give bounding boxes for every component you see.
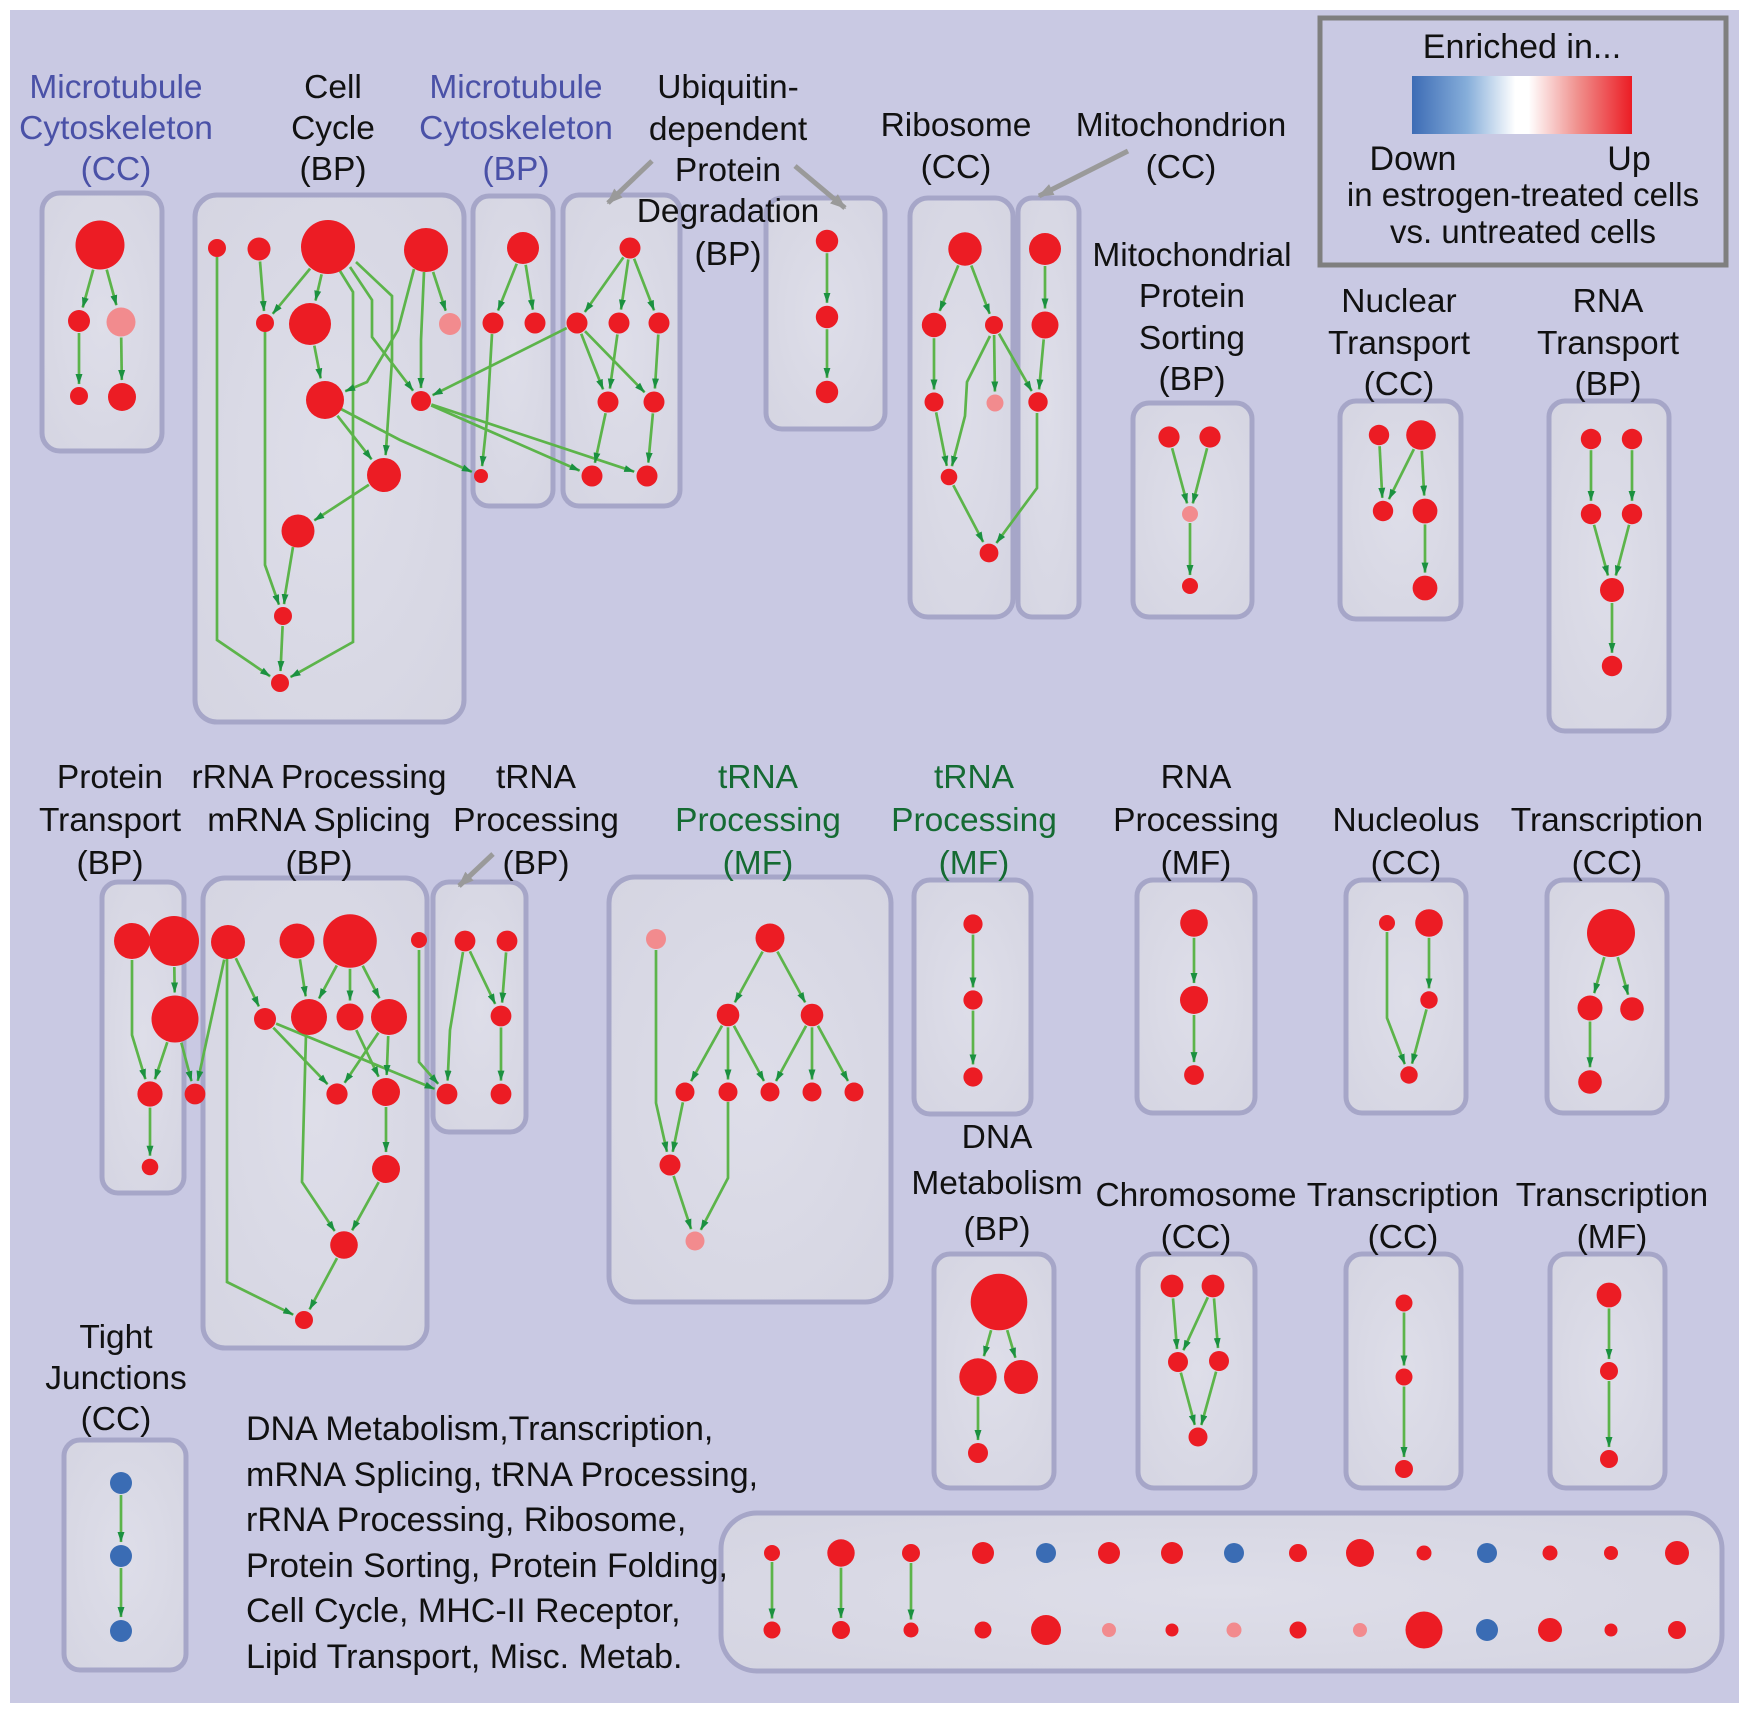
svg-text:tRNA: tRNA xyxy=(496,759,577,796)
svg-text:(BP): (BP) xyxy=(964,1211,1031,1248)
svg-text:(CC): (CC) xyxy=(81,1401,152,1438)
svg-text:Transport: Transport xyxy=(1537,325,1680,362)
svg-text:Protein: Protein xyxy=(1139,278,1245,315)
svg-text:(BP): (BP) xyxy=(483,151,550,188)
svg-text:Lipid Transport, Misc. Metab.: Lipid Transport, Misc. Metab. xyxy=(246,1638,683,1676)
svg-text:(MF): (MF) xyxy=(1577,1219,1648,1256)
svg-text:Ribosome: Ribosome xyxy=(881,107,1032,144)
svg-text:Cytoskeleton: Cytoskeleton xyxy=(19,110,213,147)
svg-text:rRNA Processing, Ribosome,: rRNA Processing, Ribosome, xyxy=(246,1501,686,1539)
svg-text:Up: Up xyxy=(1607,140,1650,178)
svg-text:Cell: Cell xyxy=(304,69,362,106)
svg-text:Transport: Transport xyxy=(1328,325,1471,362)
svg-text:(CC): (CC) xyxy=(1371,845,1442,882)
svg-text:Nuclear: Nuclear xyxy=(1341,283,1456,320)
svg-text:DNA Metabolism,Transcription,: DNA Metabolism,Transcription, xyxy=(246,1410,713,1448)
svg-text:Ubiquitin-: Ubiquitin- xyxy=(657,69,799,106)
svg-text:Transport: Transport xyxy=(39,802,182,839)
svg-text:Protein Sorting, Protein Foldi: Protein Sorting, Protein Folding, xyxy=(246,1547,728,1585)
svg-text:tRNA: tRNA xyxy=(718,759,799,796)
svg-text:(CC): (CC) xyxy=(1364,366,1435,403)
svg-text:Cell Cycle, MHC-II Receptor,: Cell Cycle, MHC-II Receptor, xyxy=(246,1592,681,1630)
svg-text:(CC): (CC) xyxy=(1146,149,1217,186)
svg-text:Junctions: Junctions xyxy=(45,1360,187,1397)
svg-text:(BP): (BP) xyxy=(503,845,570,882)
svg-text:Chromosome: Chromosome xyxy=(1095,1177,1296,1214)
svg-text:Degradation: Degradation xyxy=(637,193,820,230)
svg-text:(BP): (BP) xyxy=(77,845,144,882)
svg-text:Enriched in...: Enriched in... xyxy=(1423,28,1621,66)
svg-text:tRNA: tRNA xyxy=(934,759,1015,796)
svg-text:(BP): (BP) xyxy=(1159,361,1226,398)
svg-text:Processing: Processing xyxy=(675,802,841,839)
svg-text:(MF): (MF) xyxy=(723,845,794,882)
svg-text:Protein: Protein xyxy=(675,152,781,189)
svg-text:Transcription: Transcription xyxy=(1511,802,1703,839)
svg-text:Mitochondrial: Mitochondrial xyxy=(1092,237,1291,274)
svg-text:Processing: Processing xyxy=(1113,802,1279,839)
svg-text:(CC): (CC) xyxy=(1572,845,1643,882)
svg-text:Sorting: Sorting xyxy=(1139,320,1245,357)
svg-text:Processing: Processing xyxy=(891,802,1057,839)
svg-text:Down: Down xyxy=(1370,140,1457,178)
svg-text:Mitochondrion: Mitochondrion xyxy=(1076,107,1286,144)
svg-text:(BP): (BP) xyxy=(300,151,367,188)
svg-text:(CC): (CC) xyxy=(81,151,152,188)
svg-text:Metabolism: Metabolism xyxy=(911,1165,1082,1202)
svg-text:mRNA Splicing: mRNA Splicing xyxy=(207,802,430,839)
svg-text:Protein: Protein xyxy=(57,759,163,796)
svg-text:dependent: dependent xyxy=(649,111,808,148)
svg-text:Transcription: Transcription xyxy=(1516,1177,1708,1214)
svg-text:(CC): (CC) xyxy=(1161,1219,1232,1256)
svg-text:Microtubule: Microtubule xyxy=(29,69,202,106)
svg-text:mRNA Splicing, tRNA Processing: mRNA Splicing, tRNA Processing, xyxy=(246,1456,758,1494)
svg-text:DNA: DNA xyxy=(962,1119,1033,1156)
svg-text:(MF): (MF) xyxy=(939,845,1010,882)
svg-text:(BP): (BP) xyxy=(1575,366,1642,403)
svg-text:Cytoskeleton: Cytoskeleton xyxy=(419,110,613,147)
svg-text:Tight: Tight xyxy=(79,1319,153,1356)
svg-text:Microtubule: Microtubule xyxy=(429,69,602,106)
svg-text:(CC): (CC) xyxy=(921,149,992,186)
svg-text:Nucleolus: Nucleolus xyxy=(1332,802,1479,839)
svg-text:vs. untreated cells: vs. untreated cells xyxy=(1390,213,1656,250)
svg-text:Transcription: Transcription xyxy=(1307,1177,1499,1214)
svg-text:rRNA Processing: rRNA Processing xyxy=(191,759,446,796)
svg-text:Processing: Processing xyxy=(453,802,619,839)
svg-text:RNA: RNA xyxy=(1573,283,1644,320)
svg-text:Cycle: Cycle xyxy=(291,110,375,147)
svg-text:(BP): (BP) xyxy=(286,845,353,882)
svg-text:RNA: RNA xyxy=(1161,759,1232,796)
svg-text:(CC): (CC) xyxy=(1368,1219,1439,1256)
svg-text:in estrogen-treated cells: in estrogen-treated cells xyxy=(1347,176,1699,213)
svg-text:(BP): (BP) xyxy=(695,236,762,273)
svg-text:(MF): (MF) xyxy=(1161,845,1232,882)
